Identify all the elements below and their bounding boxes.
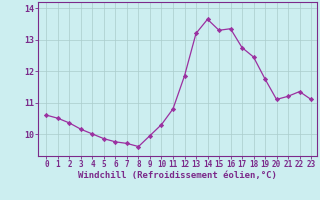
X-axis label: Windchill (Refroidissement éolien,°C): Windchill (Refroidissement éolien,°C) xyxy=(78,171,277,180)
